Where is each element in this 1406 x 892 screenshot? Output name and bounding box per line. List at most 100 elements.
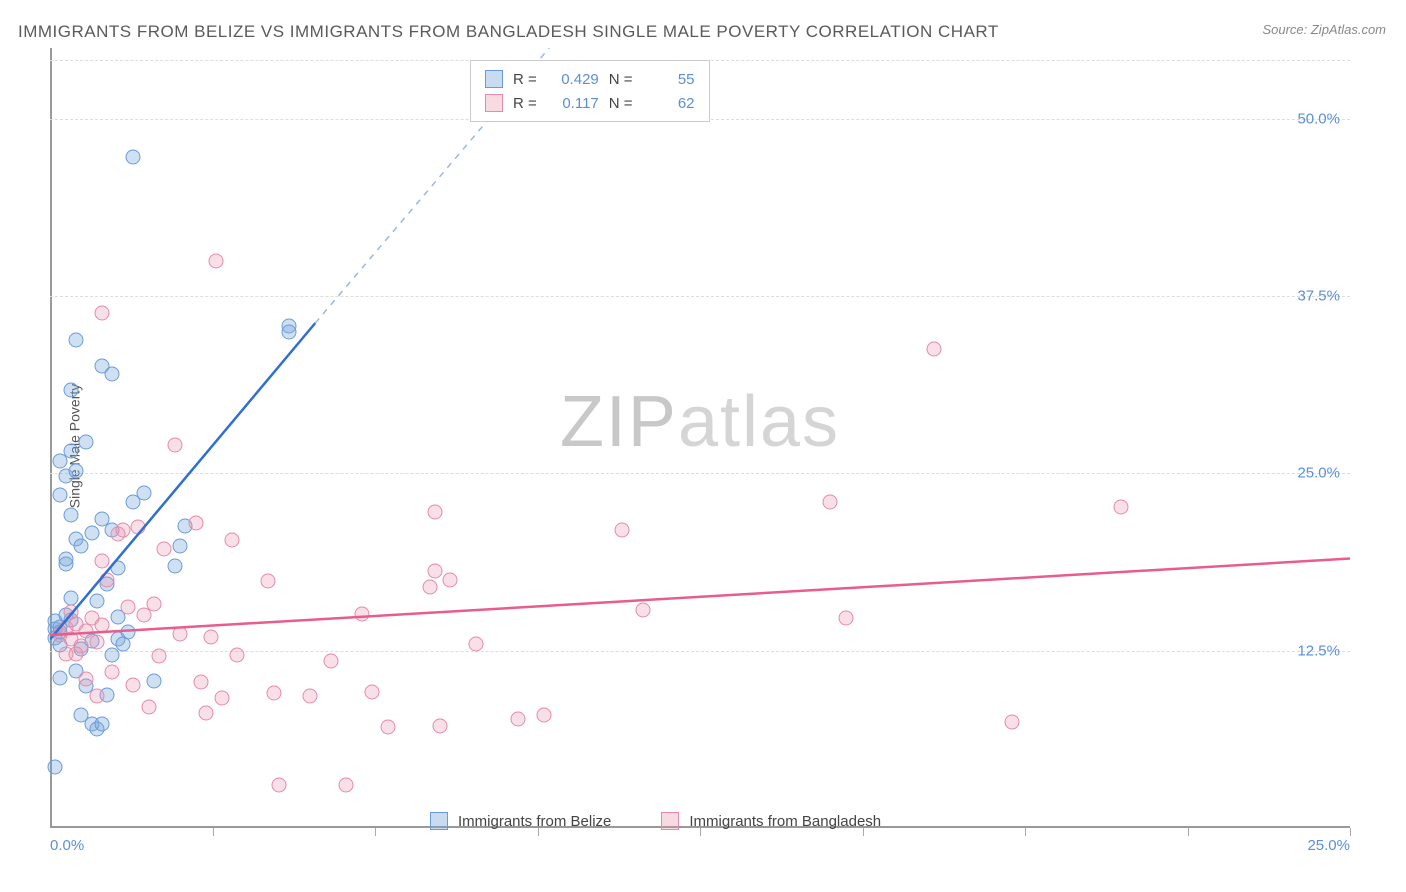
scatter-point [261,574,276,589]
scatter-point [95,618,110,633]
scatter-point [115,636,130,651]
scatter-point [89,635,104,650]
scatter-point [136,486,151,501]
scatter-point [126,677,141,692]
scatter-point [615,523,630,538]
scatter-point [427,564,442,579]
scatter-point [209,253,224,268]
n-value-1: 55 [643,71,695,88]
x-tick-min: 0.0% [50,837,84,854]
scatter-point [95,554,110,569]
legend-item-belize: Immigrants from Belize [430,812,611,830]
scatter-point [95,717,110,732]
scatter-point [214,690,229,705]
scatter-point [266,686,281,701]
scatter-point [323,653,338,668]
scatter-point [63,605,78,620]
x-tick [213,828,214,836]
scatter-point [469,636,484,651]
scatter-point [84,526,99,541]
r-label-2: R = [513,95,537,112]
scatter-point [95,306,110,321]
n-label-2: N = [609,95,633,112]
scatter-point [147,596,162,611]
legend-row-belize: R = 0.429 N = 55 [485,67,695,91]
scatter-point [381,720,396,735]
series-legend: Immigrants from Belize Immigrants from B… [430,812,881,830]
scatter-point [537,707,552,722]
scatter-point [173,626,188,641]
scatter-point [121,599,136,614]
scatter-point [443,572,458,587]
scatter-point [230,647,245,662]
n-label-1: N = [609,71,633,88]
legend-swatch-bangladesh-2 [661,812,679,830]
scatter-point [63,443,78,458]
scatter-point [58,646,73,661]
x-tick [375,828,376,836]
correlation-legend: R = 0.429 N = 55 R = 0.117 N = 62 [470,60,710,122]
x-tick [1025,828,1026,836]
scatter-point [188,516,203,531]
scatter-point [141,700,156,715]
chart-title: IMMIGRANTS FROM BELIZE VS IMMIGRANTS FRO… [18,22,999,42]
y-tick-label: 37.5% [1297,288,1340,305]
scatter-point [282,324,297,339]
scatter-point [204,629,219,644]
scatter-point [1005,714,1020,729]
legend-swatch-belize-2 [430,812,448,830]
r-value-2: 0.117 [547,95,599,112]
r-label-1: R = [513,71,537,88]
scatter-point [152,649,167,664]
scatter-point [115,523,130,538]
scatter-point [105,665,120,680]
scatter-point [79,435,94,450]
scatter-point [339,778,354,793]
r-value-1: 0.429 [547,71,599,88]
legend-label-bangladesh: Immigrants from Bangladesh [689,813,881,830]
legend-label-belize: Immigrants from Belize [458,813,611,830]
scatter-point [74,707,89,722]
grid-line-h [50,296,1350,297]
scatter-point [157,541,172,556]
scatter-point [69,333,84,348]
legend-item-bangladesh: Immigrants from Bangladesh [661,812,881,830]
scatter-point [193,674,208,689]
trend-lines [50,48,1350,828]
scatter-point [427,504,442,519]
scatter-point [100,572,115,587]
scatter-point [89,594,104,609]
scatter-point [74,538,89,553]
scatter-point [225,533,240,548]
x-tick [1188,828,1189,836]
scatter-point [89,689,104,704]
scatter-point [271,778,286,793]
scatter-point [1114,500,1129,515]
scatter-point [53,670,68,685]
scatter-point [63,507,78,522]
n-value-2: 62 [643,95,695,112]
grid-line-h [50,651,1350,652]
scatter-point [58,551,73,566]
scatter-point [365,684,380,699]
scatter-point [433,718,448,733]
legend-swatch-belize [485,70,503,88]
y-axis-line [50,48,52,828]
watermark: ZIPatlas [560,381,840,463]
legend-row-bangladesh: R = 0.117 N = 62 [485,91,695,115]
watermark-atlas: atlas [678,382,840,462]
scatter-point [303,689,318,704]
scatter-point [199,706,214,721]
scatter-point [838,611,853,626]
scatter-point [823,494,838,509]
scatter-point [69,463,84,478]
y-tick-label: 12.5% [1297,642,1340,659]
scatter-point [635,602,650,617]
scatter-point [167,558,182,573]
scatter-point [173,538,188,553]
y-tick-label: 50.0% [1297,110,1340,127]
scatter-point [147,673,162,688]
scatter-point [422,579,437,594]
grid-line-h [50,473,1350,474]
scatter-point [131,520,146,535]
